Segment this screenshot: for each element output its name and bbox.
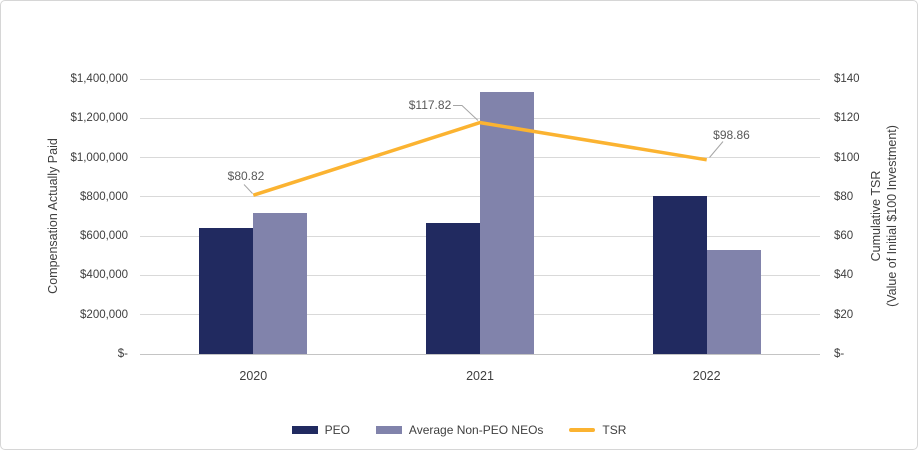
legend: PEO Average Non-PEO NEOs TSR <box>1 420 917 440</box>
gridline <box>140 78 820 80</box>
legend-label: TSR <box>602 423 627 437</box>
left-axis-tick-label: $1,000,000 <box>70 151 128 164</box>
left-axis-tick-label: $800,000 <box>80 190 128 203</box>
right-axis-tick-label: $120 <box>834 112 860 125</box>
bar-peo-2021 <box>426 223 480 354</box>
tsr-data-label: $98.86 <box>713 128 750 142</box>
left-axis-tick-label: $600,000 <box>80 230 128 243</box>
data-label-leader-line <box>709 141 724 158</box>
x-axis-line <box>140 353 820 355</box>
legend-label: Average Non-PEO NEOs <box>408 423 544 437</box>
bar-average-non-peo-neos-2020 <box>253 212 308 354</box>
x-axis-label: 2021 <box>466 369 494 383</box>
right-axis-tick-label: $60 <box>834 230 854 243</box>
bar-peo-2022 <box>652 195 707 354</box>
legend-bar-swatch-average-non-peo-neos <box>375 426 402 434</box>
x-axis-label: 2020 <box>239 369 268 383</box>
left-axis-tick-label: $1,400,000 <box>70 73 128 85</box>
left-axis-tick-label: $1,200,000 <box>70 112 128 125</box>
right-axis-tick-label: $20 <box>834 308 854 321</box>
right-axis-tick-label: $40 <box>834 269 854 282</box>
tsr-data-label: $117.82 <box>408 97 452 112</box>
legend-label: PEO <box>324 423 350 437</box>
bar-peo-2020 <box>199 228 254 354</box>
legend-item-average-non-peo-neos: Average Non-PEO NEOs <box>375 423 544 437</box>
right-axis-title-line2: (Value of Initial $100 Investment) <box>885 125 899 307</box>
x-axis-label: 2022 <box>692 369 721 383</box>
right-axis-tick-label: $80 <box>834 190 854 203</box>
tsr-data-label: $80.82 <box>227 169 265 183</box>
left-axis-tick-label: $- <box>117 348 128 360</box>
right-axis-tick-label: $140 <box>834 73 860 85</box>
bar-average-non-peo-neos-2021 <box>480 91 534 354</box>
legend-item-peo: PEO <box>291 423 350 437</box>
data-label-leader-line <box>243 184 253 194</box>
right-axis-tick-label: $100 <box>834 151 860 164</box>
legend-bar-swatch-peo <box>291 426 318 434</box>
bar-average-non-peo-neos-2022 <box>706 249 761 354</box>
left-axis-tick-label: $200,000 <box>80 308 128 321</box>
right-axis-tick-label: $- <box>834 348 845 360</box>
legend-item-tsr: TSR <box>569 423 626 437</box>
left-axis-tick-label: $400,000 <box>80 269 128 282</box>
legend-line-swatch-tsr <box>569 428 596 432</box>
